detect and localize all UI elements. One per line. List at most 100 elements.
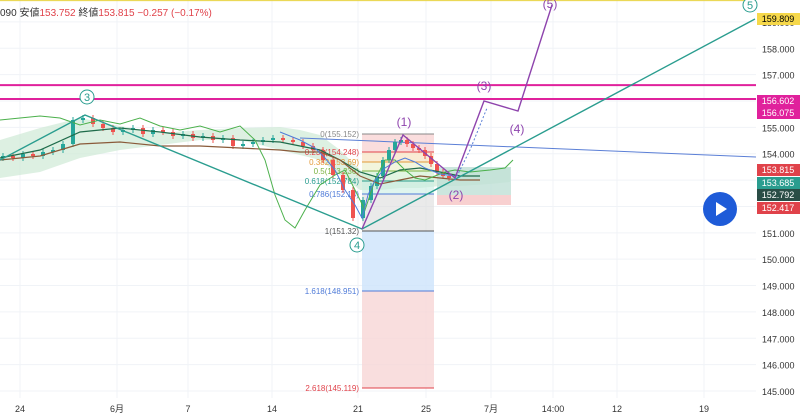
price-tags: 159.809 156.602 156.075 153.815 153.685 152.7… xyxy=(757,13,800,214)
fib-zone-0382-05 xyxy=(362,162,434,171)
x-tick-label: 7 xyxy=(185,404,190,414)
x-tick-label: 24 xyxy=(15,404,25,414)
candle-body xyxy=(435,164,439,172)
price-tag-value: 152.417 xyxy=(762,203,795,213)
price-tag-value: 153.815 xyxy=(762,165,795,175)
candle-body xyxy=(301,142,305,146)
y-tick-label: 157.000 xyxy=(762,71,795,81)
fib-label: 1.618(148.951) xyxy=(305,287,360,296)
y-tick-label: 150.000 xyxy=(762,255,795,265)
fib-zone-05-0618 xyxy=(362,171,434,181)
x-tick-label: 21 xyxy=(353,404,363,414)
play-icon xyxy=(716,202,727,216)
elliott-wave-main[interactable] xyxy=(0,18,756,230)
y-tick-label: 154.000 xyxy=(762,150,795,160)
time-axis[interactable]: 24 6月 7 14 21 25 7月 14:00 12 19 xyxy=(15,404,709,414)
position-stop-zone xyxy=(437,195,511,205)
y-tick-label: 146.000 xyxy=(762,361,795,371)
wave-sub-label-1: (1) xyxy=(397,115,412,129)
price-tag-value: 159.809 xyxy=(762,14,795,24)
candle-body xyxy=(11,156,15,158)
ohlc-header: 090 安値153.752 終値153.815 −0.257 (−0.17%) xyxy=(0,4,212,19)
price-tag-bg xyxy=(757,177,800,189)
x-tick-label: 7月 xyxy=(484,404,498,414)
close-value: 153.815 xyxy=(98,8,135,19)
candle-body xyxy=(429,156,433,164)
candle-body xyxy=(51,150,55,152)
wave-label-5-text: 5 xyxy=(747,0,753,12)
y-tick-label: 149.000 xyxy=(762,282,795,292)
candle-body xyxy=(101,124,105,128)
candle-body xyxy=(375,176,379,186)
price-tag-value: 156.602 xyxy=(762,96,795,106)
candle-body xyxy=(111,128,115,132)
candlesticks xyxy=(1,115,451,221)
fib-label: 0.5(153.236) xyxy=(314,167,360,176)
wave-label-3-text: 3 xyxy=(84,92,90,104)
fib-label: 2.618(145.119) xyxy=(305,384,359,393)
elliott-wave-sub[interactable] xyxy=(361,4,553,230)
price-tag-bg xyxy=(757,189,800,201)
low-value: 153.752 xyxy=(39,8,76,19)
y-tick-label: 148.000 xyxy=(762,308,795,318)
ichimoku-cloud xyxy=(0,118,510,190)
candle-body xyxy=(381,160,385,176)
x-tick-label: 19 xyxy=(699,404,709,414)
y-tick-label: 155.000 xyxy=(762,123,795,133)
candle-body xyxy=(321,150,325,160)
fib-zone-1618-2618 xyxy=(362,291,434,388)
change-percent: (−0.17%) xyxy=(171,8,212,19)
candle-body xyxy=(447,176,451,178)
symbol-code: 090 xyxy=(0,8,17,19)
x-tick-label: 14 xyxy=(267,404,277,414)
candle-body xyxy=(21,154,25,158)
price-tag-value: 152.792 xyxy=(762,190,795,200)
candle-body xyxy=(91,118,95,124)
fib-zone-0236-0382 xyxy=(362,152,434,162)
fib-label: 1(151.32) xyxy=(325,227,360,236)
x-tick-label: 6月 xyxy=(110,404,124,414)
price-tag-value: 153.685 xyxy=(762,178,795,188)
price-tag-bg xyxy=(757,202,800,214)
candle-body xyxy=(81,118,85,120)
wave-sub-label-3: (3) xyxy=(477,79,492,93)
candle-body xyxy=(351,190,355,218)
fib-label: 0.786(152.14) xyxy=(309,190,359,199)
y-tick-label: 145.000 xyxy=(762,387,795,397)
price-tag-bg xyxy=(757,13,800,25)
candle-body xyxy=(251,142,255,144)
price-tag-value: 156.075 xyxy=(762,108,795,118)
ma-dark-green xyxy=(0,127,480,179)
candle-body xyxy=(61,144,65,150)
y-tick-label: 147.000 xyxy=(762,334,795,344)
wave-label-4-text: 4 xyxy=(354,240,360,252)
wave-sub-label-2: (2) xyxy=(449,188,464,202)
candle-body xyxy=(161,130,165,132)
candle-body xyxy=(31,154,35,156)
candle-body xyxy=(411,144,415,148)
candle-body xyxy=(361,200,365,218)
fib-label: 0.236(154.248) xyxy=(305,148,360,157)
candle-body xyxy=(241,144,245,146)
projection-dotted xyxy=(454,107,488,181)
x-tick-label: 14:00 xyxy=(542,404,565,414)
ma-blue xyxy=(279,131,456,220)
change-value: −0.257 xyxy=(137,8,169,19)
candle-body xyxy=(71,120,75,144)
play-button[interactable] xyxy=(703,192,737,226)
trend-line-blue[interactable] xyxy=(299,137,757,158)
wave-label-5: 5 xyxy=(742,0,758,13)
price-tag-bg xyxy=(757,164,800,176)
time-axis-bg xyxy=(0,398,756,418)
ma-brown xyxy=(0,141,480,185)
candle-body xyxy=(141,128,145,134)
fib-zone-0-0236 xyxy=(362,134,434,152)
x-tick-label: 12 xyxy=(612,404,622,414)
price-tag-bg xyxy=(757,95,800,107)
candle-body xyxy=(271,138,275,140)
wave-label-3: 3 xyxy=(79,89,95,105)
candle-body xyxy=(281,138,285,140)
fib-label: 0(155.152) xyxy=(320,130,359,139)
wave-sub-label-4: (4) xyxy=(510,122,525,136)
